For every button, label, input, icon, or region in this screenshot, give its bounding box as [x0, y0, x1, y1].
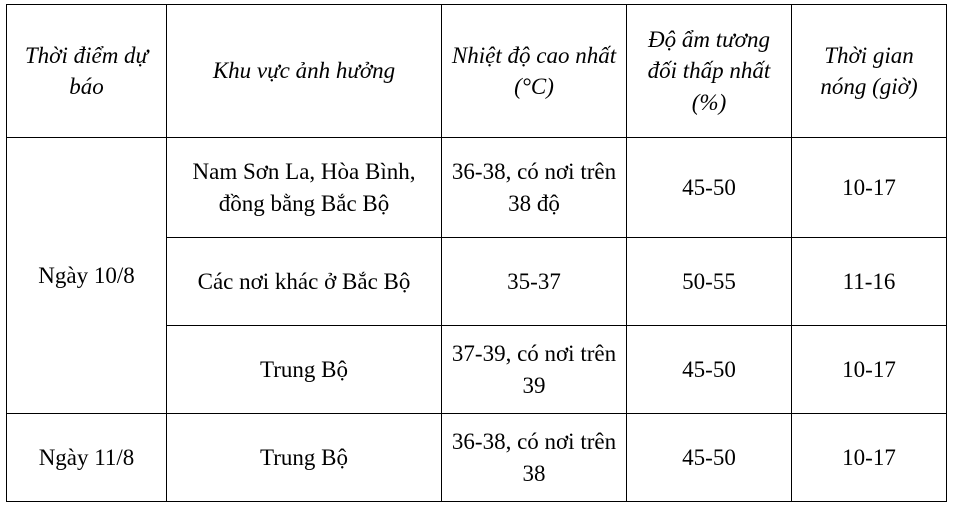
col-header-date: Thời điểm dự báo [7, 5, 167, 138]
cell-date: Ngày 10/8 [7, 138, 167, 414]
cell-humidity: 50-55 [627, 238, 792, 326]
cell-region: Các nơi khác ở Bắc Bộ [167, 238, 442, 326]
cell-hours: 10-17 [792, 138, 947, 238]
cell-hours: 10-17 [792, 326, 947, 414]
forecast-table: Thời điểm dự báo Khu vực ảnh hưởng Nhiệt… [6, 4, 947, 502]
cell-temp: 35-37 [442, 238, 627, 326]
cell-temp: 36-38, có nơi trên 38 độ [442, 138, 627, 238]
table-header-row: Thời điểm dự báo Khu vực ảnh hưởng Nhiệt… [7, 5, 947, 138]
cell-humidity: 45-50 [627, 414, 792, 502]
cell-humidity: 45-50 [627, 138, 792, 238]
table-row: Ngày 11/8 Trung Bộ 36-38, có nơi trên 38… [7, 414, 947, 502]
cell-region: Trung Bộ [167, 414, 442, 502]
table-row: Ngày 10/8 Nam Sơn La, Hòa Bình, đồng bằn… [7, 138, 947, 238]
col-header-humidity: Độ ẩm tương đối thấp nhất (%) [627, 5, 792, 138]
col-header-temp: Nhiệt độ cao nhất (°C) [442, 5, 627, 138]
col-header-region: Khu vực ảnh hưởng [167, 5, 442, 138]
cell-hours: 10-17 [792, 414, 947, 502]
cell-region: Trung Bộ [167, 326, 442, 414]
cell-region: Nam Sơn La, Hòa Bình, đồng bằng Bắc Bộ [167, 138, 442, 238]
cell-humidity: 45-50 [627, 326, 792, 414]
cell-temp: 36-38, có nơi trên 38 [442, 414, 627, 502]
cell-hours: 11-16 [792, 238, 947, 326]
cell-temp: 37-39, có nơi trên 39 [442, 326, 627, 414]
cell-date: Ngày 11/8 [7, 414, 167, 502]
forecast-table-container: Thời điểm dự báo Khu vực ảnh hưởng Nhiệt… [0, 0, 953, 530]
col-header-hours: Thời gian nóng (giờ) [792, 5, 947, 138]
